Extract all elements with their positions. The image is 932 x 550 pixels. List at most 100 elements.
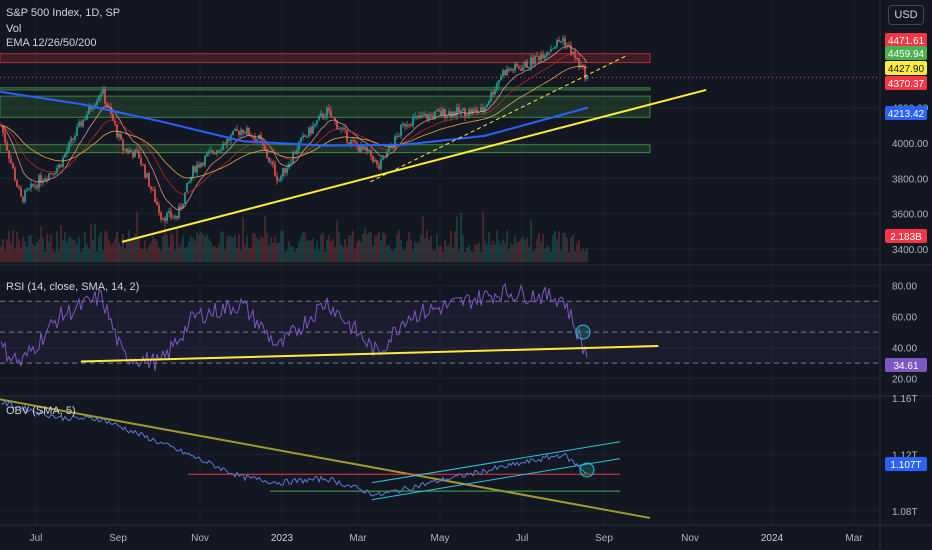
volume-bar <box>166 235 168 262</box>
candle-body <box>522 66 524 71</box>
price-label-1-bg <box>885 46 927 60</box>
candle-body <box>416 115 418 117</box>
currency-button[interactable]: USD <box>888 5 924 25</box>
candle-body <box>30 183 32 189</box>
candle-body <box>66 150 68 155</box>
candle-body <box>482 107 484 112</box>
candle-body <box>414 116 416 118</box>
dashed-trendline <box>370 55 626 183</box>
ema-lines <box>0 45 589 211</box>
candle-body <box>82 119 84 127</box>
volume-bar <box>28 235 30 262</box>
volume-bar <box>354 248 356 262</box>
candle-body <box>506 68 508 76</box>
candle-body <box>296 150 298 154</box>
candle-body <box>490 92 492 101</box>
volume-bar <box>516 242 518 262</box>
time-tick-label: Nov <box>681 533 699 544</box>
volume-bar <box>456 216 458 262</box>
price-axis[interactable]: 4200.004000.003800.003600.003400.0080.00… <box>885 33 929 518</box>
candle-body <box>218 150 220 152</box>
volume-bar <box>158 247 160 262</box>
volume-bar <box>100 231 102 262</box>
candle-body <box>318 116 320 121</box>
volume-bar <box>142 249 144 262</box>
price-label-1: 4459.94 <box>888 49 925 60</box>
candle-body <box>406 124 408 127</box>
volume-bar <box>108 239 110 262</box>
candle-body <box>58 164 60 168</box>
candle-body <box>536 55 538 57</box>
ema-12-line <box>0 45 588 211</box>
candle-body <box>458 107 460 113</box>
chart-title: S&P 500 Index, 1D, SP <box>6 7 121 19</box>
price-label-0: 4471.61 <box>888 36 925 47</box>
volume-bar <box>294 251 296 262</box>
candle-body <box>192 166 194 177</box>
volume-bar <box>66 241 68 262</box>
obv-line <box>0 399 588 497</box>
candle-body <box>206 153 208 156</box>
rsi-tick-label: 60.00 <box>892 313 917 324</box>
price-label-2: 4427.90 <box>888 64 925 75</box>
volume-bar <box>284 251 286 262</box>
candle-body <box>102 89 104 94</box>
candle-body <box>344 127 346 130</box>
volume-bar <box>102 250 104 262</box>
volume-bar <box>368 232 370 262</box>
volume-bar <box>378 232 380 262</box>
candle-body <box>104 89 106 104</box>
volume-bar <box>144 240 146 262</box>
candle-body <box>8 150 10 159</box>
time-axis[interactable]: Jul Sep Nov 2023 Mar May Jul Sep Nov 2024 Mar <box>30 533 864 544</box>
candle-body <box>298 141 300 151</box>
volume-bar <box>50 234 52 262</box>
candle-body <box>584 66 586 80</box>
volume-bar <box>178 246 180 262</box>
volume-bar <box>252 232 254 262</box>
candle-body <box>264 145 266 150</box>
candle-body <box>252 136 254 138</box>
candle-body <box>98 96 100 102</box>
volume-bar <box>162 236 164 262</box>
volume-bar <box>214 245 216 262</box>
volume-bar <box>328 235 330 262</box>
volume-bar <box>72 239 74 262</box>
volume-bar <box>312 238 314 262</box>
candle-body <box>226 138 228 145</box>
volume-bar <box>196 232 198 262</box>
candle-body <box>52 173 54 175</box>
candle-body <box>460 110 462 113</box>
volume-bar <box>18 238 20 262</box>
volume-bar <box>394 247 396 262</box>
rsi-value-label-bg <box>885 358 927 372</box>
volume-bar <box>14 248 16 262</box>
volume-bar <box>564 232 566 262</box>
candle-body <box>348 142 350 144</box>
volume-bar <box>572 234 574 262</box>
candle-body <box>240 129 242 135</box>
volume-bar <box>118 242 120 262</box>
volume-bar <box>580 250 582 262</box>
candle-body <box>492 92 494 95</box>
volume-bar <box>390 249 392 262</box>
candle-body <box>62 157 64 167</box>
volume-bar <box>110 244 112 262</box>
candle-body <box>202 163 204 166</box>
candle-body <box>188 181 190 183</box>
volume-bar <box>168 246 170 262</box>
candle-body <box>538 56 540 61</box>
time-tick-label: Nov <box>191 533 209 544</box>
candle-body <box>350 140 352 144</box>
volume-bar <box>584 250 586 262</box>
candle-body <box>372 156 374 162</box>
volume-bar <box>428 239 430 262</box>
candle-body <box>382 157 384 160</box>
volume-bar <box>336 220 338 262</box>
volume-bar <box>416 242 418 262</box>
volume-bar <box>318 249 320 262</box>
volume-bar <box>0 246 2 262</box>
candle-body <box>170 211 172 218</box>
candle-body <box>22 196 24 202</box>
